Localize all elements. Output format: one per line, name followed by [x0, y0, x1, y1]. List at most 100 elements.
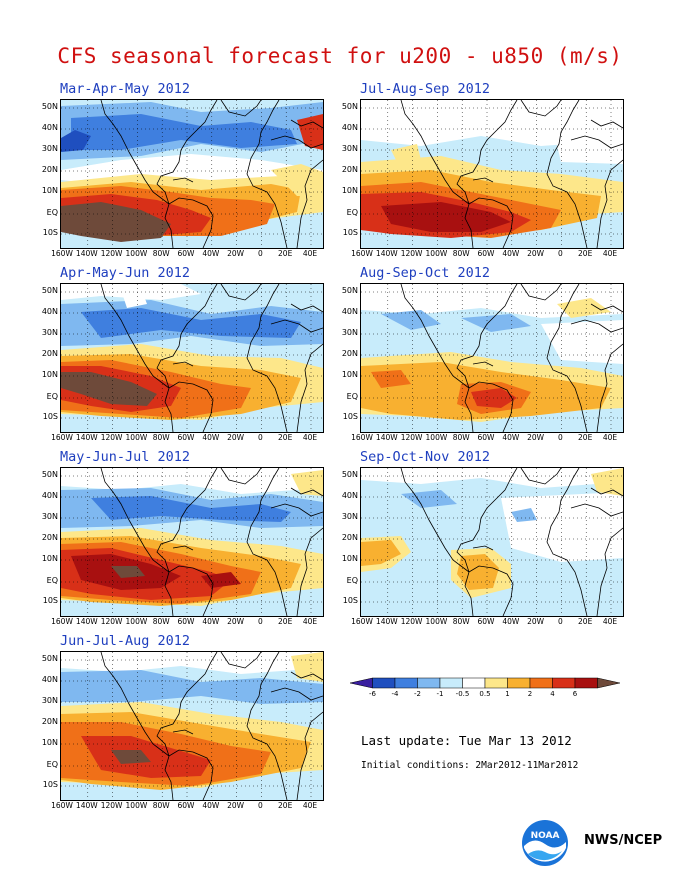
lat-tick-label: 50N	[341, 102, 358, 111]
lon-tick-label: 60W	[477, 433, 495, 442]
coastline	[590, 119, 623, 129]
lat-tick-label: 30N	[41, 696, 58, 705]
lon-tick-label: 20W	[227, 433, 245, 442]
color-scale-cell	[372, 677, 396, 689]
lon-tick-label: 20W	[527, 249, 545, 258]
lon-tick-label: 40E	[302, 249, 318, 258]
coastline	[546, 468, 588, 616]
shaded-region	[61, 130, 91, 152]
lon-tick-label: 100W	[125, 249, 148, 258]
color-scale-label: 6	[572, 690, 578, 698]
lat-tick-label: 10S	[342, 596, 358, 605]
shaded-region	[511, 508, 537, 522]
lat-tick-label: 10N	[41, 370, 58, 379]
lon-tick-label: 20E	[578, 617, 593, 626]
coastline	[270, 135, 323, 149]
agency-label: NWS/NCEP	[584, 833, 663, 848]
coastline	[172, 177, 194, 183]
lon-tick-label: 40E	[302, 617, 318, 626]
coastline	[164, 571, 174, 616]
lat-tick-label: EQ	[46, 392, 58, 401]
lat-tick-label: 30N	[341, 512, 358, 521]
shaded-region	[591, 468, 623, 496]
lon-tick-label: 40E	[602, 617, 618, 626]
lon-tick-label: 20E	[278, 433, 293, 442]
coastline	[464, 571, 474, 616]
lat-tick-label: 40N	[341, 307, 358, 316]
color-scale-label: -2	[414, 690, 421, 698]
lon-axis: 160W 140W 120W 100W 80W 60W 40W 20W 0 20E 40E	[51, 249, 322, 259]
coastline	[296, 711, 323, 800]
lat-axis: 50N 40N 30N 20N 10N EQ 10S	[30, 283, 58, 431]
lon-tick-label: 160W	[351, 617, 373, 626]
lat-tick-label: 10N	[341, 186, 358, 195]
lon-tick-label: 160W	[51, 801, 73, 810]
shaded-region	[111, 750, 151, 764]
lon-tick-label: 160W	[51, 617, 73, 626]
color-scale-cell	[394, 677, 418, 689]
coastline	[156, 284, 218, 389]
lon-tick-label: 120W	[100, 801, 123, 810]
color-scale-label: 0.5	[479, 690, 491, 698]
shaded-region	[391, 144, 421, 162]
coastline	[246, 284, 288, 432]
lon-tick-label: 100W	[125, 433, 148, 442]
lat-tick-label: 40N	[41, 491, 58, 500]
lon-tick-label: 20W	[527, 433, 545, 442]
coastline	[270, 503, 323, 517]
coastline	[472, 361, 494, 367]
lat-tick-label: 10N	[41, 738, 58, 747]
lon-tick-label: 80W	[152, 617, 170, 626]
lat-tick-label: 10N	[41, 554, 58, 563]
lon-tick-label: 100W	[425, 433, 448, 442]
coastline	[570, 319, 623, 333]
coastline	[520, 468, 562, 485]
shaded-region	[121, 288, 147, 308]
coastline	[220, 100, 262, 117]
lat-tick-label: 50N	[341, 286, 358, 295]
shaded-region	[381, 310, 441, 330]
coastline	[464, 387, 474, 432]
coastline	[400, 468, 470, 573]
coastline	[270, 687, 323, 701]
color-scale-cell	[507, 677, 531, 689]
coastline	[290, 303, 323, 313]
coastline	[156, 100, 218, 205]
lon-tick-label: 160W	[51, 433, 73, 442]
lon-tick-label: 100W	[425, 617, 448, 626]
coastline	[156, 468, 218, 573]
lon-tick-label: 20W	[227, 801, 245, 810]
lon-tick-label: 160W	[351, 249, 373, 258]
forecast-panel: Mar-Apr-May 2012 50N 40N 30N 20N 10N EQ 10S 16…	[42, 81, 360, 271]
forecast-map	[360, 283, 624, 433]
color-scale-bar	[350, 677, 621, 689]
lon-tick-label: 80W	[452, 617, 470, 626]
lat-tick-label: 40N	[341, 491, 358, 500]
shaded-region	[201, 572, 241, 588]
forecast-map	[60, 467, 324, 617]
panel-title: Aug-Sep-Oct 2012	[360, 265, 491, 281]
forecast-map	[60, 651, 324, 801]
lon-tick-label: 0	[558, 433, 563, 442]
coastline	[296, 527, 323, 616]
lon-tick-label: 140W	[75, 801, 98, 810]
coastline	[468, 197, 514, 248]
coastline	[400, 284, 470, 389]
color-scale-label: 4	[550, 690, 555, 698]
forecast-panel: May-Jun-Jul 2012 50N 40N 30N 20N 10N EQ 10S 16…	[42, 449, 360, 639]
coastline	[456, 284, 518, 389]
coastline	[246, 468, 288, 616]
coastline	[100, 652, 170, 757]
coastline	[596, 159, 623, 248]
lon-tick-label: 60W	[177, 433, 195, 442]
forecast-panel: Jul-Aug-Sep 2012 50N 40N 30N 20N 10N EQ 10S 16…	[342, 81, 660, 271]
coastline	[520, 284, 562, 301]
coastline	[546, 100, 588, 248]
coastline	[168, 197, 214, 248]
lon-tick-label: 140W	[375, 433, 398, 442]
lon-tick-label: 40E	[302, 433, 318, 442]
forecast-map	[60, 99, 324, 249]
coastline	[596, 527, 623, 616]
lon-tick-label: 40W	[202, 433, 220, 442]
shaded-region	[551, 114, 623, 164]
